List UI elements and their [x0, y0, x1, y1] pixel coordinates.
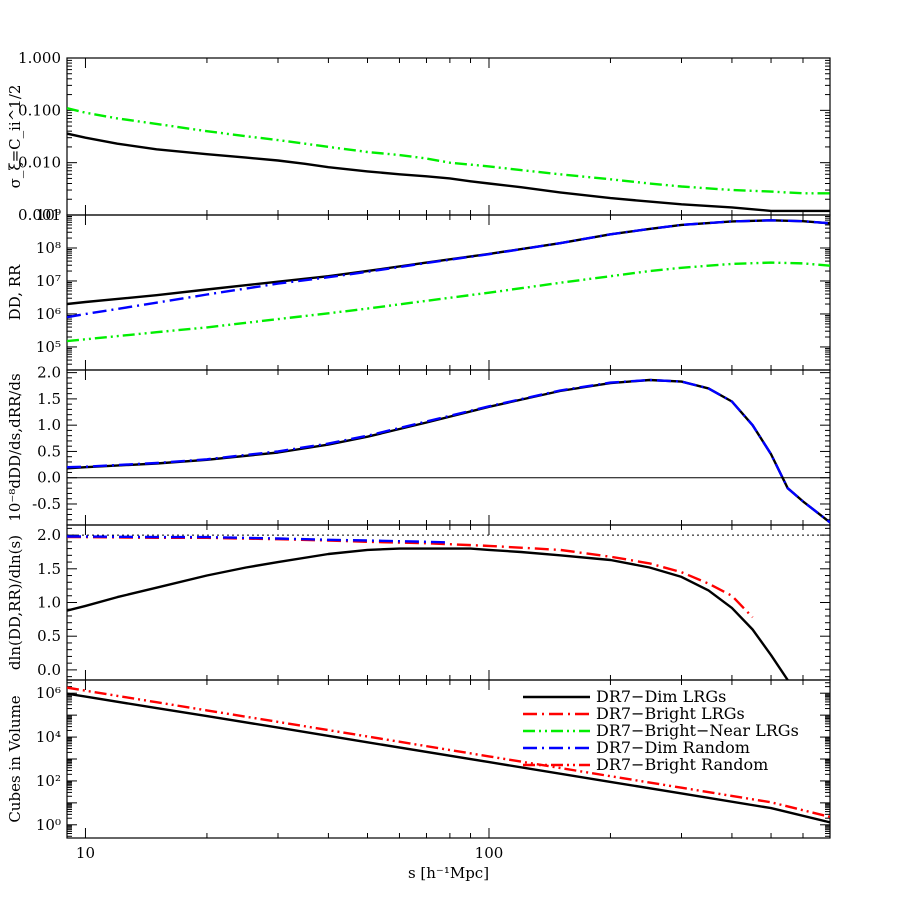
legend-item: DR7−Bright LRGs — [523, 704, 745, 723]
y-tick-label: 1.5 — [37, 560, 61, 578]
y-tick-label: -0.5 — [32, 495, 61, 513]
series-line — [67, 378, 830, 524]
x-axis-label: s [h⁻¹Mpc] — [408, 864, 489, 882]
y-tick-label: 2.0 — [37, 364, 61, 382]
y-tick-label: 0.010 — [18, 154, 61, 172]
series-line — [67, 132, 830, 213]
y-axis-label: dln(DD,RR)/dln(s) — [6, 535, 24, 670]
series-line — [67, 692, 830, 824]
y-tick-label: 0.5 — [37, 442, 61, 460]
y-tick-label: 0.100 — [18, 101, 61, 119]
y-tick-label: 10⁹ — [36, 206, 61, 224]
panel-1: 0.001 0.010 0.100 1.000 σ_ξ=C_ii^1/2 — [6, 49, 831, 224]
series-line — [67, 535, 450, 544]
series-line — [67, 261, 830, 343]
y-tick-label: 10⁵ — [36, 338, 61, 356]
series-line — [67, 378, 830, 524]
y-tick-label: 10⁴ — [36, 728, 61, 746]
legend-item: DR7−Dim Random — [523, 738, 750, 757]
panel-frame — [66, 57, 831, 216]
x-tick-label: 10 — [76, 844, 95, 862]
y-tick-label: 1.5 — [37, 390, 61, 408]
y-axis-label: DD, RR — [6, 264, 24, 320]
y-tick-label: 0.5 — [37, 627, 61, 645]
panel-5: 10⁰ 10² 10⁴ 10⁶ 10 100 Cubes in Volume s [h⁻¹Mp… — [6, 679, 831, 882]
y-tick-label: 0.0 — [37, 661, 61, 679]
y-tick-label: 0.0 — [37, 469, 61, 487]
y-tick-label: 1.000 — [18, 49, 61, 67]
y-tick-label: 10⁰ — [36, 816, 61, 834]
y-tick-label: 10⁷ — [36, 272, 61, 290]
series-line — [67, 219, 830, 306]
legend-label: DR7−Dim Random — [596, 738, 750, 757]
panel-4: 0.0 0.5 1.0 1.5 2.0 dln(DD,RR)/dln(s) — [6, 524, 831, 681]
y-tick-label: 1.0 — [37, 594, 61, 612]
y-tick-label: 10⁶ — [36, 305, 61, 323]
y-tick-label: 2.0 — [37, 526, 61, 544]
y-tick-label: 10⁸ — [36, 239, 61, 257]
panel-3: -0.5 0.0 0.5 1.0 1.5 2.0 10⁻⁸dDD/ds,dRR/ds — [6, 364, 831, 526]
legend-item: DR7−Bright Random — [523, 755, 768, 774]
legend-item: DR7−Dim LRGs — [523, 687, 726, 706]
y-tick-label: 0.001 — [18, 206, 61, 224]
legend-label: DR7−Bright LRGs — [596, 704, 745, 723]
legend-label: DR7−Bright Random — [596, 755, 768, 774]
y-tick-label: 1.0 — [37, 416, 61, 434]
legend-label: DR7−Bright−Near LRGs — [596, 721, 799, 740]
x-tick-label: 100 — [475, 844, 504, 862]
legend-item: DR7−Bright−Near LRGs — [523, 721, 799, 740]
series-line — [67, 107, 830, 195]
y-axis-label: Cubes in Volume — [6, 695, 24, 822]
y-axis-label: 10⁻⁸dDD/ds,dRR/ds — [6, 373, 24, 521]
y-tick-label: 10² — [36, 772, 61, 790]
series-line — [67, 547, 789, 680]
y-axis-label: σ_ξ=C_ii^1/2 — [6, 85, 24, 189]
panel-2: 10⁵ 10⁶ 10⁷ 10⁸ 10⁹ DD, RR — [6, 206, 831, 371]
series-line — [67, 219, 830, 319]
y-tick-label: 10⁶ — [36, 684, 61, 702]
series-line — [67, 686, 830, 819]
chart-panels: 0.0010.0100.1001.000σ_ξ=C_ii^1/210⁵10⁶10… — [6, 49, 831, 882]
legend-label: DR7−Dim LRGs — [596, 687, 726, 706]
